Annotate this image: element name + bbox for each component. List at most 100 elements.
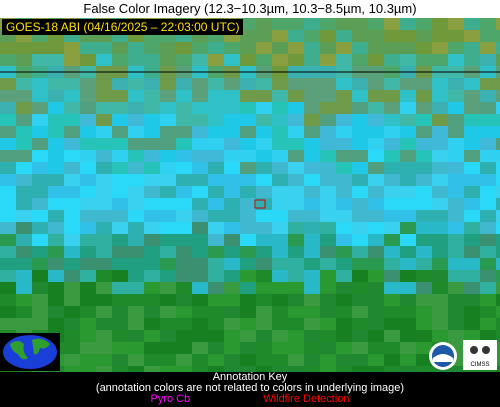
pixel-block (352, 18, 368, 30)
pixel-block (272, 366, 288, 372)
pixel-block (416, 210, 432, 222)
pixel-block (432, 222, 448, 234)
pixel-block (464, 186, 480, 198)
pixel-block (368, 162, 384, 174)
pixel-block (144, 366, 160, 372)
pixel-block (160, 234, 176, 246)
pixel-block (320, 162, 336, 174)
pixel-block (240, 246, 256, 258)
pixel-block (112, 222, 128, 234)
pixel-block (160, 150, 176, 162)
pixel-block (240, 78, 256, 90)
pixel-block (272, 90, 288, 102)
pixel-block (320, 270, 336, 282)
pixel-block (160, 126, 176, 138)
pixel-block (304, 354, 320, 366)
pixel-block (128, 366, 144, 372)
pixel-block (432, 126, 448, 138)
pixel-block (176, 150, 192, 162)
pixel-block (320, 54, 336, 66)
pixel-block (256, 318, 272, 330)
pixel-block (160, 306, 176, 318)
pixel-block (176, 78, 192, 90)
pixel-block (400, 102, 416, 114)
pixel-block (288, 138, 304, 150)
pixel-block (320, 186, 336, 198)
pixel-block (352, 258, 368, 270)
pixel-block (400, 330, 416, 342)
pixel-block (416, 150, 432, 162)
pixel-block (288, 186, 304, 198)
pixel-block (368, 270, 384, 282)
pixel-block (256, 114, 272, 126)
pixel-block (480, 138, 496, 150)
pixel-block (96, 354, 112, 366)
pixel-block (112, 114, 128, 126)
pixel-block (176, 258, 192, 270)
pixel-block (80, 318, 96, 330)
pixel-block (144, 222, 160, 234)
pixel-block (464, 318, 480, 330)
pixel-block (480, 210, 496, 222)
pixel-block (256, 150, 272, 162)
pixel-block (64, 318, 80, 330)
pixel-block (128, 294, 144, 306)
pixel-block (336, 18, 352, 30)
pixel-block (256, 90, 272, 102)
pixel-block (240, 318, 256, 330)
pixel-block (368, 102, 384, 114)
pixel-block (128, 138, 144, 150)
pixel-block (464, 258, 480, 270)
pixel-block (192, 42, 208, 54)
pixel-block (64, 150, 80, 162)
pixel-block (80, 42, 96, 54)
pixel-block (16, 138, 32, 150)
pixel-block (336, 366, 352, 372)
pixel-block (208, 42, 224, 54)
pixel-block (272, 162, 288, 174)
pixel-block (16, 306, 32, 318)
pixel-block (128, 90, 144, 102)
cimss-label: CIMSS (470, 362, 489, 368)
pixel-block (336, 102, 352, 114)
pixel-block (400, 234, 416, 246)
pixel-block (128, 162, 144, 174)
pixel-block (48, 210, 64, 222)
pixel-block (416, 258, 432, 270)
pixel-block (176, 330, 192, 342)
pixel-block (272, 270, 288, 282)
pixel-block (432, 186, 448, 198)
pixel-block (464, 246, 480, 258)
pixel-block (208, 174, 224, 186)
pixel-block (448, 294, 464, 306)
pixel-block (240, 198, 256, 210)
pixel-block (64, 186, 80, 198)
noaa-logo (429, 342, 457, 370)
pixel-block (224, 330, 240, 342)
pixel-block (416, 318, 432, 330)
pixel-block (128, 270, 144, 282)
pixel-block (480, 330, 496, 342)
pixel-block (448, 210, 464, 222)
pixel-block (96, 258, 112, 270)
pixel-block (112, 126, 128, 138)
pixel-block (208, 366, 224, 372)
pixel-block (80, 342, 96, 354)
pixel-block (32, 126, 48, 138)
pixel-block (64, 222, 80, 234)
pixel-block (304, 102, 320, 114)
pixel-block (448, 90, 464, 102)
pixel-block (384, 198, 400, 210)
pixel-block (80, 102, 96, 114)
pixel-block (192, 318, 208, 330)
pixel-block (400, 246, 416, 258)
pixel-block (224, 186, 240, 198)
pixel-block (192, 234, 208, 246)
pixel-block (336, 354, 352, 366)
pixel-block (272, 342, 288, 354)
pixel-block (496, 174, 500, 186)
pixel-block (240, 138, 256, 150)
pixel-block (112, 78, 128, 90)
pixel-block (96, 114, 112, 126)
pixel-block (384, 318, 400, 330)
